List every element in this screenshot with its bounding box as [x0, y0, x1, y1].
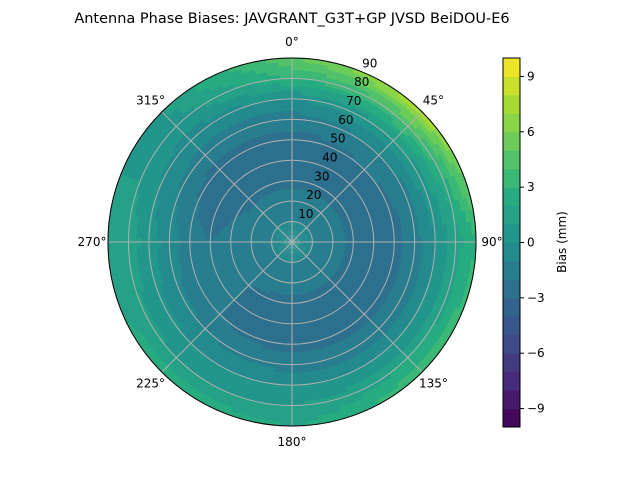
colorbar-level [503, 353, 520, 372]
colorbar-level [503, 372, 520, 391]
colorbar-level [503, 224, 520, 243]
radial-tick-label: 70 [346, 94, 361, 108]
theta-tick-label: 225° [136, 376, 165, 390]
colorbar-level [503, 279, 520, 298]
colorbar-level [503, 113, 520, 132]
radial-tick-label: 90 [362, 56, 377, 70]
theta-tick-label: 315° [136, 94, 165, 108]
colorbar-tick-label: −9 [527, 402, 545, 416]
colorbar-tick-label: −3 [527, 291, 545, 305]
radial-tick-label: 40 [322, 151, 337, 165]
colorbar-level [503, 206, 520, 225]
colorbar-level [503, 335, 520, 354]
radial-tick-label: 20 [306, 188, 321, 202]
colorbar-level [503, 187, 520, 206]
chart-title: Antenna Phase Biases: JAVGRANT_G3T+GP JV… [74, 11, 509, 27]
radial-tick-label: 80 [354, 75, 369, 89]
theta-tick-label: 90° [481, 235, 502, 249]
polar-grid [108, 58, 476, 426]
colorbar-level [503, 95, 520, 114]
colorbar-level [503, 169, 520, 188]
colorbar-level [503, 298, 520, 317]
colorbar-level [503, 132, 520, 151]
radial-tick-label: 10 [298, 207, 313, 221]
theta-tick-label: 135° [419, 376, 448, 390]
radial-tick-label: 50 [330, 132, 345, 146]
radial-tick-label: 60 [338, 113, 353, 127]
colorbar-level [503, 76, 520, 95]
colorbar-tick-label: 9 [527, 69, 535, 83]
theta-tick-label: 0° [285, 35, 299, 49]
colorbar-level [503, 409, 520, 428]
colorbar-tick-label: 6 [527, 125, 535, 139]
colorbar: −9 −6 −3 0 3 6 9 [503, 58, 545, 428]
colorbar-level [503, 261, 520, 280]
theta-tick-label: 270° [78, 235, 107, 249]
radial-tick-label: 30 [314, 169, 329, 183]
colorbar-level [503, 150, 520, 169]
colorbar-tick-label: −6 [527, 346, 545, 360]
colorbar-level [503, 58, 520, 77]
colorbar-level [503, 390, 520, 409]
colorbar-tick-label: 0 [527, 236, 535, 250]
colorbar-level [503, 316, 520, 335]
colorbar-tick-label: 3 [527, 180, 535, 194]
theta-tick-label: 45° [423, 94, 444, 108]
colorbar-level [503, 243, 520, 262]
theta-tick-label: 180° [278, 435, 307, 449]
colorbar-label: Bias (mm) [555, 211, 569, 273]
